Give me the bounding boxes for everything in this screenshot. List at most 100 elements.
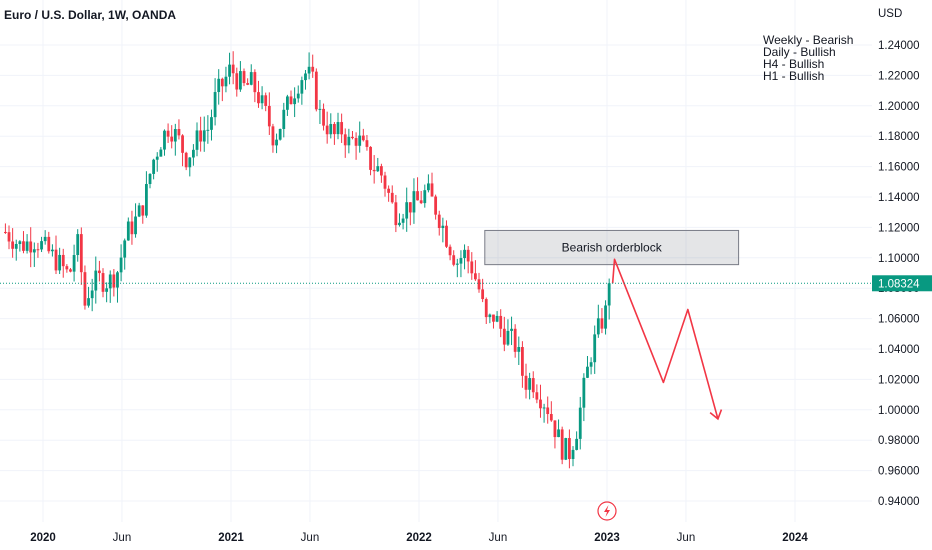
lightning-glyph [604,505,610,517]
candle-body [347,136,351,146]
candle-body [282,109,286,129]
candle-body [231,64,235,74]
candle-body [69,269,72,272]
candle-body [32,249,36,253]
orderblock-label: Bearish orderblock [562,241,663,255]
candle-body [340,122,344,135]
candle-body [564,438,568,460]
candle-body [463,249,466,259]
candle-body [445,225,448,247]
candle-body [343,134,347,146]
candle-body [596,318,600,335]
candle-body [173,129,177,142]
candle-body [354,138,358,146]
candle-body [495,315,499,322]
candle-body [152,159,156,174]
candle-body [416,191,419,201]
candle-body [14,243,18,249]
time-tick-label: 2022 [406,532,432,544]
candle-body [365,140,369,147]
candle-body [398,222,401,226]
candle-body [11,241,15,249]
price-tick-label: 1.04000 [878,344,920,356]
candle-body [517,347,521,352]
price-tick-label: 1.10000 [878,253,920,265]
candle-body [184,152,188,168]
price-tick-label: 0.98000 [878,435,920,447]
candle-body [441,225,445,229]
candle-body [578,407,582,439]
candle-body [376,166,380,172]
candle-body [329,124,333,135]
candle-body [419,200,423,204]
candle-body [452,255,456,265]
candle-body [177,129,181,136]
candle-body [275,139,278,146]
candle-body [199,130,203,142]
candle-body [502,328,506,345]
candle-body [239,71,242,90]
candle-body [119,257,123,273]
candle-body [213,92,217,118]
candle-body [510,328,513,331]
currency-label: USD [878,8,902,20]
price-tick-label: 0.96000 [878,466,920,478]
candle-body [383,175,387,189]
candle-body [54,249,58,271]
price-tick-label: 1.22000 [878,70,920,82]
candle-body [524,375,528,390]
candle-body [448,246,452,256]
candle-body [437,214,441,229]
candle-body [336,122,340,135]
candle-body [18,241,22,244]
candle-body [22,241,25,251]
candle-body [94,270,98,291]
price-tick-label: 1.24000 [878,40,920,52]
candle-body [148,173,152,185]
candle-body [105,288,109,292]
candle-body [575,438,579,450]
candle-body [470,261,474,274]
candle-body [36,249,40,251]
price-axis: 1.24000 1.22000 1.20000 1.18000 1.16000 1.140… [872,40,932,508]
candle-body [137,205,141,217]
candle-body [87,298,90,306]
candle-body [98,270,101,274]
candle-body [549,414,553,421]
candle-body [242,71,246,84]
event-marker[interactable] [597,501,617,521]
candle-body [130,221,134,235]
candle-body [217,78,221,93]
candle-body [314,71,318,110]
candle-body [484,299,488,318]
candle-body [246,83,250,85]
candle-body [166,130,170,137]
candle-body [427,183,430,191]
candle-body [83,272,87,306]
candle-body [557,429,560,438]
candle-body [116,272,119,288]
candle-body [7,232,11,242]
candle-body [600,318,604,329]
candle-body [51,249,54,252]
time-axis: 2020 Jun 2021 Jun 2022 Jun 2023 Jun 2024 [30,532,808,544]
candle-body [170,136,174,142]
candle-body [333,124,336,135]
candle-body [271,126,275,146]
timeframe-note: H4 - Bullish [763,57,824,71]
candle-body [387,188,391,193]
candle-body [202,130,206,142]
candle-body [607,283,611,306]
candle-body [108,274,112,289]
price-tick-label: 1.02000 [878,374,920,386]
time-tick-label: Jun [489,532,508,544]
candle-body [43,236,47,242]
candle-body [390,192,394,203]
price-tick-label: 1.00000 [878,405,920,417]
projection-path [611,258,723,421]
projection-line [611,258,719,420]
candle-body [195,130,199,150]
candle-body [181,135,184,153]
